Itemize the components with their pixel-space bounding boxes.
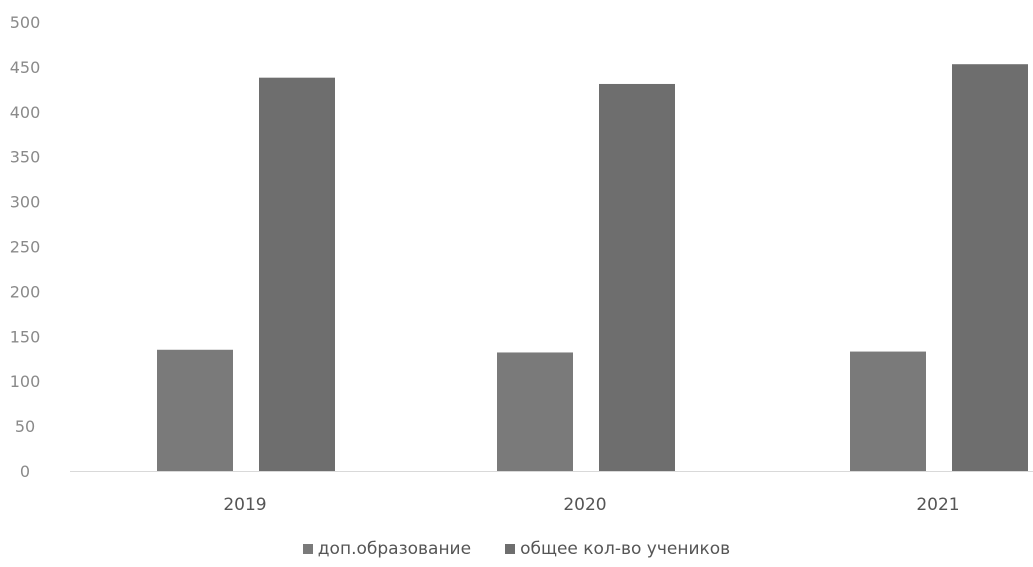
legend-label-dop-obrazovanie: доп.образование bbox=[317, 539, 472, 559]
bar-2020-series-0 bbox=[497, 352, 573, 471]
y-tick-label-1: 50 bbox=[15, 417, 35, 436]
legend-swatch-obshchee-kol-vo bbox=[505, 544, 516, 554]
y-tick-label-6: 300 bbox=[10, 193, 41, 212]
y-tick-label-10: 500 bbox=[10, 13, 41, 32]
y-tick-label-4: 200 bbox=[10, 282, 41, 301]
bar-2019-series-1 bbox=[259, 77, 335, 472]
y-tick-label-7: 350 bbox=[10, 148, 41, 167]
y-tick-label-0: 0 bbox=[20, 462, 30, 481]
y-tick-label-3: 150 bbox=[10, 327, 41, 346]
x-tick-label-2019: 2019 bbox=[223, 495, 266, 515]
legend-label-obshchee-kol-vo: общее кол-во учеников bbox=[520, 539, 731, 559]
x-tick-label-2020: 2020 bbox=[563, 495, 606, 515]
bar-2021-series-1 bbox=[952, 64, 1028, 472]
bar-2021-series-0 bbox=[850, 351, 926, 471]
bar-2019-series-0 bbox=[157, 349, 233, 471]
chart-plot: 0 50 100 150 200 250 300 350 400 450 500 2019 2020 20… bbox=[10, 13, 1033, 515]
legend-swatch-dop-obrazovanie bbox=[302, 544, 313, 554]
x-tick-label-2021: 2021 bbox=[916, 495, 959, 515]
y-tick-label-5: 250 bbox=[10, 238, 41, 257]
bar-2020-series-1 bbox=[599, 83, 675, 471]
y-tick-label-9: 450 bbox=[10, 58, 41, 77]
chart-legend: доп.образование общее кол-во учеников bbox=[0, 536, 1033, 562]
y-tick-label-2: 100 bbox=[10, 372, 41, 391]
y-tick-label-8: 400 bbox=[10, 103, 41, 122]
legend-item-dop-obrazovanie: доп.образование bbox=[302, 539, 472, 559]
legend-item-obshchee-kol-vo: общее кол-во учеников bbox=[505, 539, 730, 559]
